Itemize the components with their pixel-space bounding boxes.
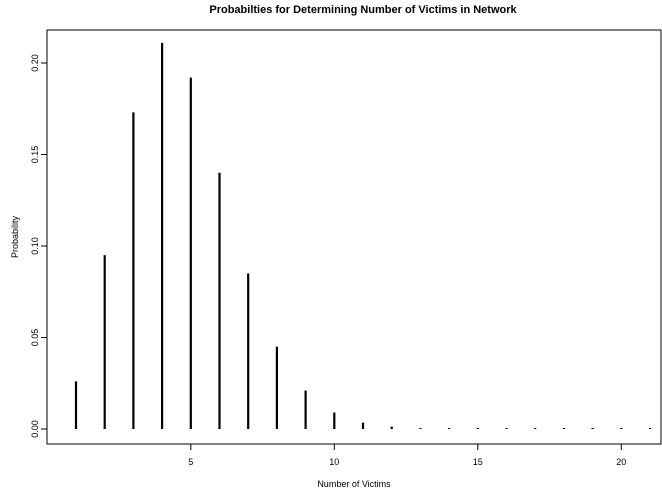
x-tick-label-20: 20 [616,457,626,467]
bars-group [74,42,652,429]
y-tick-label-0.00: 0.00 [30,420,40,438]
x-tick-label-5: 5 [188,457,193,467]
chart-title: Probabilties for Determining Number of V… [209,4,517,16]
x-axis-label: Number of Victims [317,479,391,489]
y-tick-label-0.20: 0.20 [30,54,40,72]
y-tick-label-0.10: 0.10 [30,237,40,255]
x-tick-label-15: 15 [473,457,483,467]
y-axis: 0.00 0.05 0.10 0.15 0.20 [30,54,48,438]
x-axis: 5 10 15 20 [188,443,626,467]
x-tick-label-10: 10 [329,457,339,467]
plot-frame [46,29,662,445]
y-tick-label-0.05: 0.05 [30,329,40,347]
y-tick-label-0.15: 0.15 [30,146,40,164]
y-axis-label: Probability [10,215,20,258]
